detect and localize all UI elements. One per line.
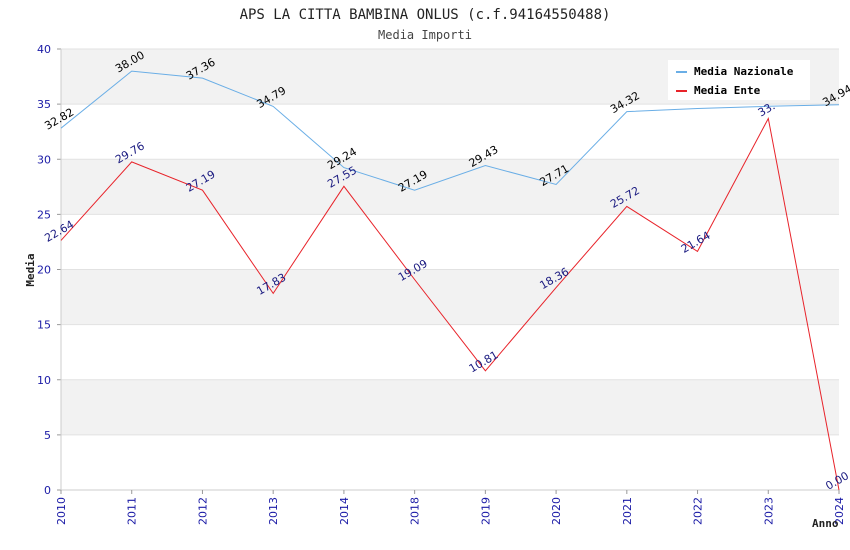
y-tick-label: 10 — [37, 374, 51, 387]
legend-box — [668, 60, 810, 100]
y-tick-label: 0 — [44, 484, 51, 497]
axes: 0 5 10 15 20 25 30 35 40 2010 2011 2012 2013 2014 2018… — [37, 43, 846, 525]
grid-band — [61, 269, 839, 325]
grid-band — [61, 324, 839, 380]
grid-band — [61, 159, 839, 215]
x-tick-label: 2018 — [409, 497, 422, 525]
y-tick-label: 5 — [44, 429, 51, 442]
x-tick-label: 2012 — [196, 497, 209, 525]
grid-band — [61, 214, 839, 270]
x-tick-label: 2013 — [267, 497, 280, 525]
plot-bands — [61, 48, 839, 491]
chart-subtitle: Media Importi — [378, 28, 472, 42]
x-tick-label: 2014 — [338, 497, 351, 525]
grid-band — [61, 434, 839, 490]
x-tick-label: 2019 — [479, 497, 492, 525]
y-tick-label: 20 — [37, 264, 51, 277]
y-tick-label: 25 — [37, 208, 51, 221]
x-tick-label: 2024 — [833, 497, 846, 525]
chart-title: APS LA CITTA BAMBINA ONLUS (c.f.94164550… — [240, 7, 611, 23]
x-tick-label: 2011 — [126, 497, 139, 525]
y-tick-label: 40 — [37, 43, 51, 56]
y-axis-label: Media — [24, 253, 37, 286]
legend: Media Nazionale Media Ente — [668, 60, 810, 100]
x-tick-label: 2021 — [621, 497, 634, 525]
y-tick-label: 30 — [37, 153, 51, 166]
x-tick-label: 2022 — [692, 497, 705, 525]
x-tick-label: 2010 — [55, 497, 68, 525]
grid-band — [61, 379, 839, 435]
x-tick-label: 2020 — [550, 497, 563, 525]
series-lines — [60, 70, 840, 491]
legend-label-media-ente: Media Ente — [694, 84, 761, 97]
x-axis-label: Anno — [812, 517, 839, 530]
grid-band — [61, 104, 839, 160]
x-tick-label: 2023 — [762, 497, 775, 525]
y-tick-label: 15 — [37, 319, 51, 332]
legend-label-media-nazionale: Media Nazionale — [694, 65, 794, 78]
y-tick-label: 35 — [37, 98, 51, 111]
series-line-media-ente — [60, 117, 840, 491]
series-line-media-nazionale — [60, 70, 840, 191]
